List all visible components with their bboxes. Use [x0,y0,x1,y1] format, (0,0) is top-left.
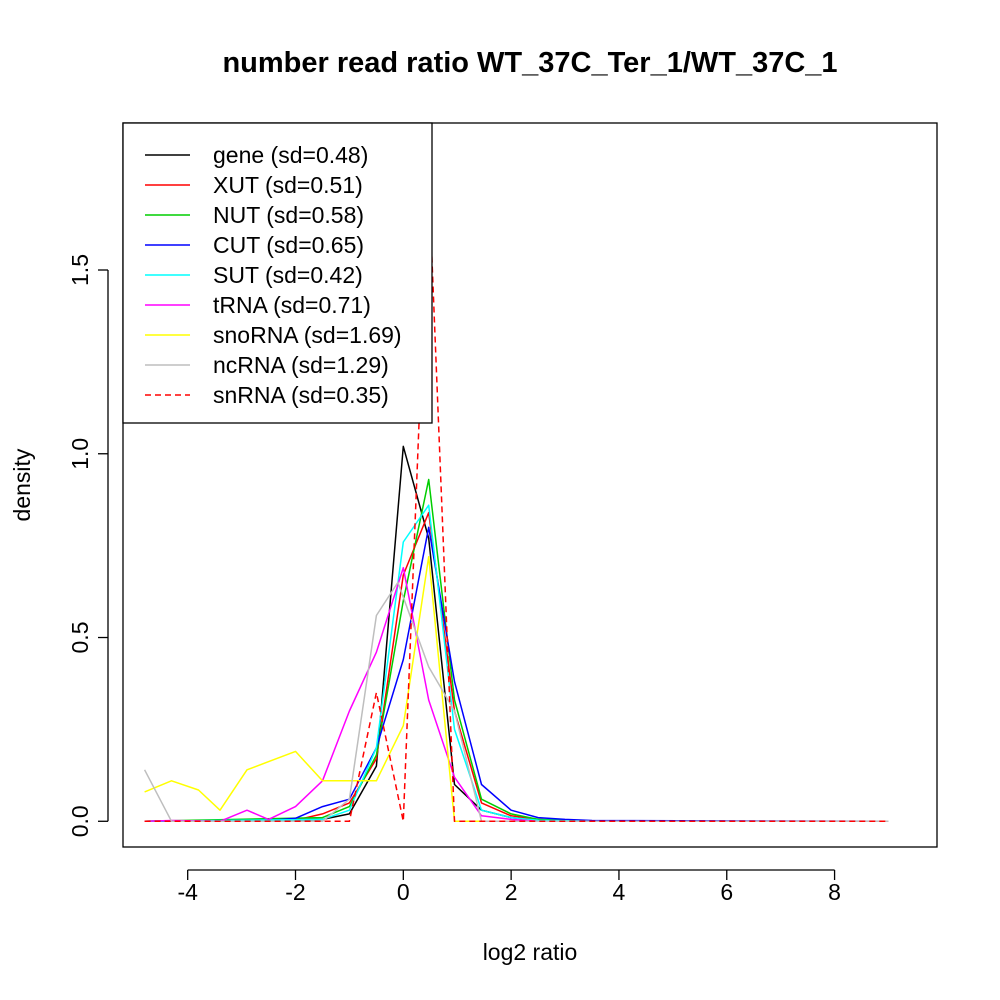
y-tick-label-3: 1.5 [67,254,93,286]
legend-label-2: NUT (sd=0.58) [213,202,364,228]
x-tick-label-2: 0 [397,879,410,905]
series-line-4 [144,504,889,823]
legend-box [122,122,433,424]
legend-label-3: CUT (sd=0.65) [213,232,364,258]
series-line-5 [144,566,889,823]
legend-label-7: ncRNA (sd=1.29) [213,352,389,378]
series-layer [143,177,889,823]
legend-label-4: SUT (sd=0.42) [213,262,363,288]
x-axis-label: log2 ratio [483,939,578,965]
series-line-6 [144,555,889,823]
legend-label-5: tRNA (sd=0.71) [213,292,371,318]
x-tick-label-4: 4 [613,879,626,905]
y-tick-label-0: 0.0 [67,805,93,837]
legend-label-1: XUT (sd=0.51) [213,172,363,198]
x-tick-label-0: -4 [177,879,198,905]
legend: gene (sd=0.48) XUT (sd=0.51) NUT (sd=0.58)… [122,122,433,424]
y-tick-label-2: 1.0 [67,438,93,470]
y-axis: 0.0 0.5 1.0 1.5 [67,254,109,837]
legend-label-8: snRNA (sd=0.35) [213,382,389,408]
x-tick-label-5: 6 [720,879,733,905]
x-axis: -4 -2 0 2 4 6 8 [177,869,841,905]
legend-label-6: snoRNA (sd=1.69) [213,322,402,348]
y-tick-label-1: 0.5 [67,622,93,654]
x-tick-label-6: 8 [828,879,841,905]
legend-label-0: gene (sd=0.48) [213,142,368,168]
plot-frame [122,122,938,848]
x-tick-label-3: 2 [505,879,518,905]
chart-title: number read ratio WT_37C_Ter_1/WT_37C_1 [222,47,837,79]
series-line-8 [144,177,889,823]
x-tick-label-1: -2 [285,879,305,905]
y-axis-label: density [9,448,35,521]
series-line-3 [144,526,889,823]
